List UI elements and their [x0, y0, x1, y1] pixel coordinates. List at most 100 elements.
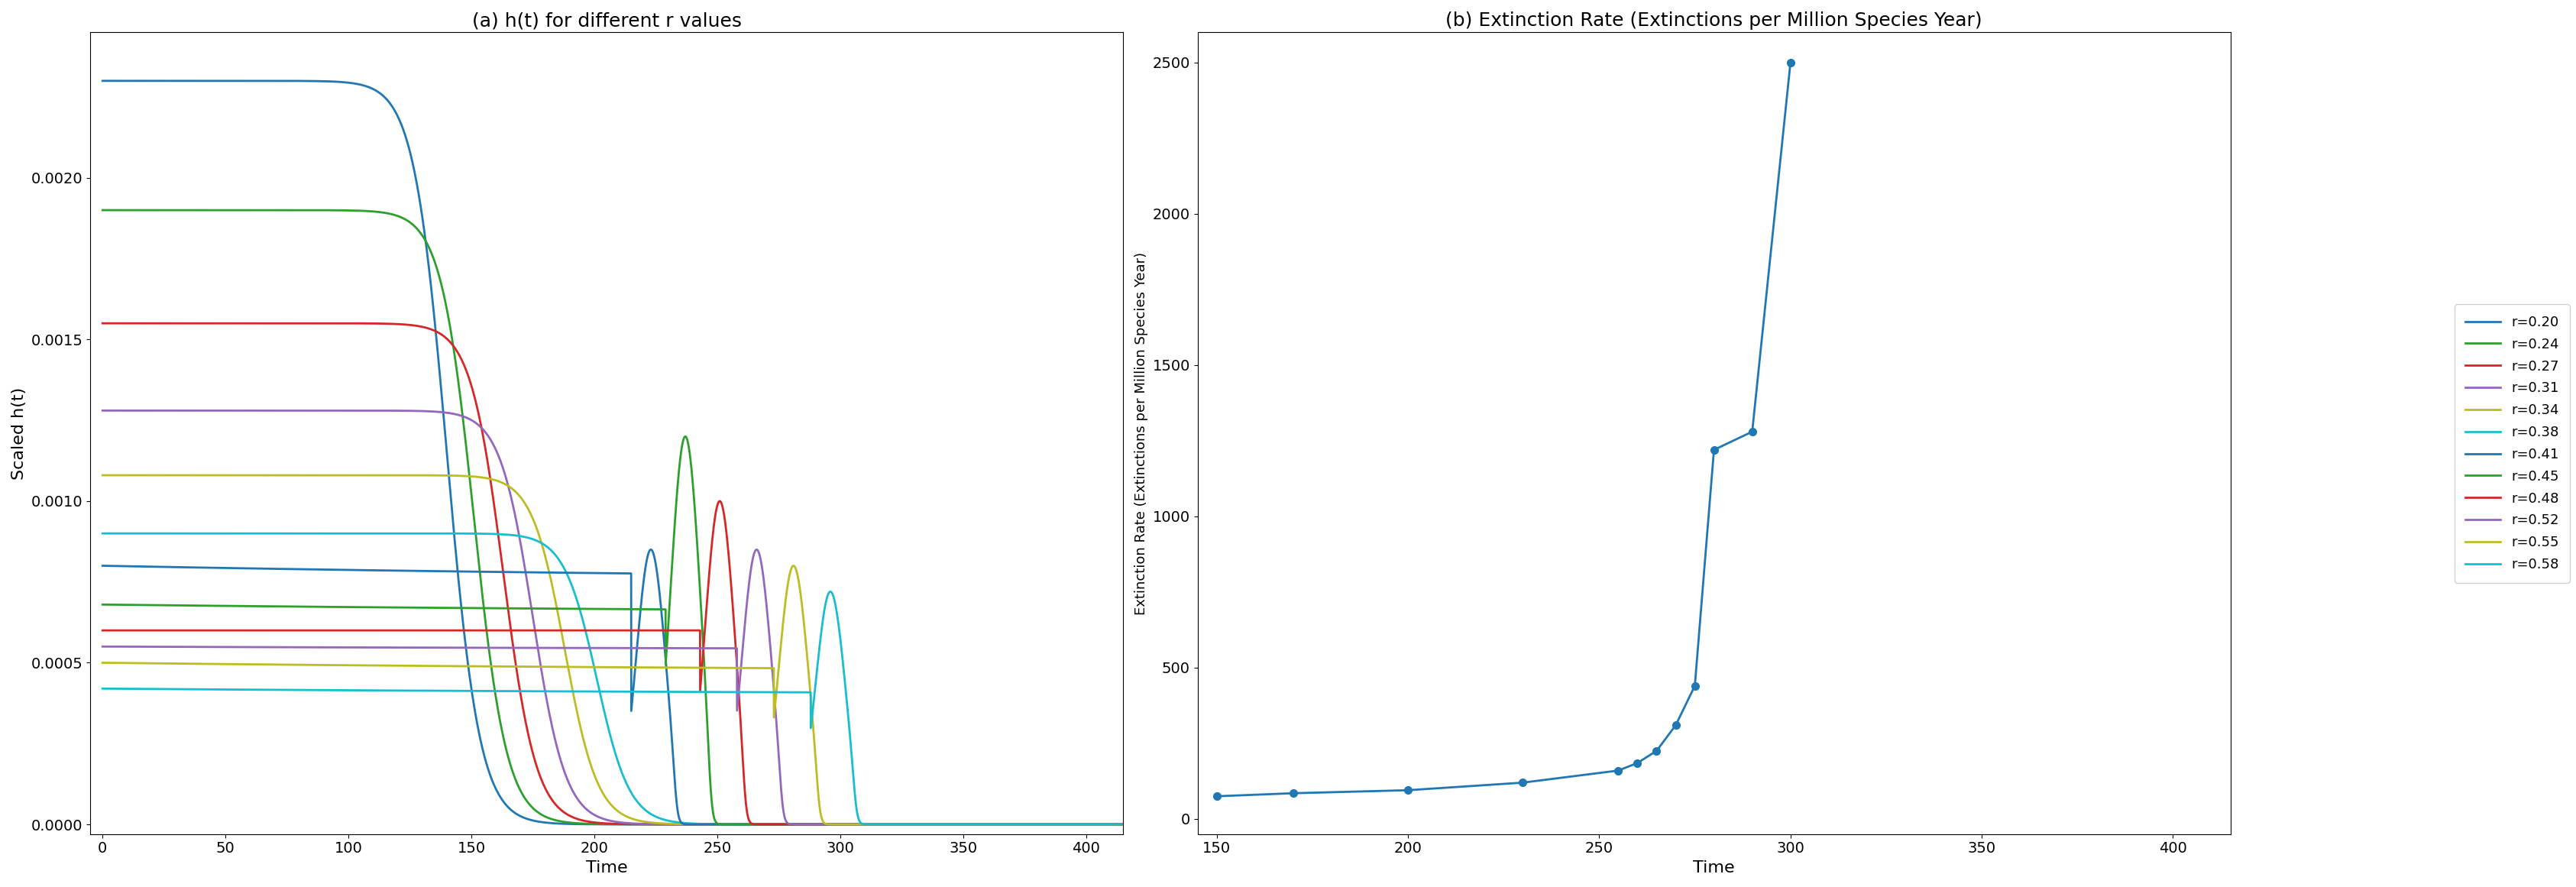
r=0.31 — [129, 405, 160, 416]
r=0.48 — [1121, 819, 1151, 829]
Y-axis label: Extinction Rate (Extinctions per Million Species Year): Extinction Rate (Extinctions per Million… — [1133, 252, 1149, 615]
Y-axis label: Scaled h(t): Scaled h(t) — [10, 387, 26, 480]
r=0.48 — [289, 625, 319, 636]
Title: (b) Extinction Rate (Extinctions per Million Species Year): (b) Extinction Rate (Extinctions per Mil… — [1445, 12, 1981, 30]
r=0.38 — [129, 528, 160, 538]
r=0.31 — [1121, 819, 1151, 829]
r=0.27 — [592, 818, 623, 828]
r=0.38 — [88, 528, 118, 538]
r=0.55 — [129, 658, 160, 669]
r=0.31 — [289, 405, 319, 416]
r=0.27 — [149, 318, 180, 328]
r=0.41 — [636, 545, 667, 555]
r=0.34 — [149, 470, 180, 481]
Line: r=0.34: r=0.34 — [103, 475, 1136, 824]
r=0.45 — [88, 600, 118, 610]
r=0.38 — [1121, 819, 1151, 829]
r=0.58 — [1121, 819, 1151, 829]
r=0.27 — [1121, 819, 1151, 829]
r=0.58 — [129, 684, 160, 695]
r=0.20 — [93, 75, 124, 86]
r=0.27 — [93, 318, 124, 328]
r=0.58 — [592, 687, 623, 697]
Line: r=0.31: r=0.31 — [103, 411, 1136, 824]
r=0.24 — [88, 205, 118, 216]
Title: (a) h(t) for different r values: (a) h(t) for different r values — [471, 12, 742, 30]
r=0.45 — [770, 819, 801, 829]
r=0.31 — [1064, 819, 1095, 829]
r=0.38 — [149, 528, 180, 538]
r=0.20 — [1064, 819, 1095, 829]
r=0.58 — [814, 586, 845, 597]
r=0.55 — [88, 657, 118, 668]
r=0.41 — [734, 819, 765, 829]
r=0.38 — [1064, 819, 1095, 829]
r=0.52 — [93, 641, 124, 652]
r=0.45 — [670, 431, 701, 442]
r=0.45 — [1064, 819, 1095, 829]
r=0.24 — [289, 205, 319, 216]
r=0.34 — [1064, 819, 1095, 829]
r=0.45 — [289, 601, 319, 612]
r=0.48 — [129, 625, 160, 636]
r=0.48 — [703, 496, 734, 506]
r=0.41 — [129, 561, 160, 572]
r=0.55 — [878, 819, 909, 829]
r=0.34 — [289, 470, 319, 481]
r=0.48 — [149, 625, 180, 636]
r=0.24 — [129, 205, 160, 216]
r=0.55 — [93, 657, 124, 668]
r=0.55 — [778, 561, 809, 571]
r=0.41 — [289, 564, 319, 575]
r=0.31 — [93, 405, 124, 416]
r=0.41 — [1121, 819, 1151, 829]
Line: r=0.52: r=0.52 — [103, 550, 1136, 824]
r=0.38 — [592, 719, 623, 730]
Line: r=0.24: r=0.24 — [103, 210, 1136, 824]
r=0.41 — [149, 561, 180, 572]
r=0.52 — [1121, 819, 1151, 829]
Line: r=0.48: r=0.48 — [103, 501, 1136, 824]
r=0.58 — [1064, 819, 1095, 829]
r=0.34 — [88, 470, 118, 481]
Line: r=0.38: r=0.38 — [103, 533, 1136, 824]
X-axis label: Time: Time — [1692, 860, 1734, 875]
r=0.52 — [88, 641, 118, 652]
r=0.38 — [289, 528, 319, 538]
r=0.48 — [804, 819, 835, 829]
r=0.20 — [1033, 819, 1064, 829]
r=0.24 — [1121, 819, 1151, 829]
r=0.20 — [129, 75, 160, 86]
r=0.24 — [1061, 819, 1092, 829]
r=0.27 — [88, 318, 118, 328]
Line: r=0.58: r=0.58 — [103, 592, 1136, 824]
r=0.34 — [1121, 819, 1151, 829]
r=0.27 — [1064, 819, 1095, 829]
r=0.52 — [840, 819, 871, 829]
r=0.55 — [1064, 819, 1095, 829]
r=0.27 — [1090, 819, 1121, 829]
r=0.58 — [88, 683, 118, 694]
r=0.52 — [149, 641, 180, 652]
r=0.55 — [1121, 819, 1151, 829]
r=0.24 — [149, 205, 180, 216]
r=0.45 — [93, 600, 124, 610]
r=0.41 — [1064, 819, 1095, 829]
r=0.58 — [149, 684, 180, 695]
r=0.24 — [592, 819, 623, 829]
Line: r=0.27: r=0.27 — [103, 323, 1136, 824]
r=0.45 — [1121, 819, 1151, 829]
r=0.52 — [129, 641, 160, 652]
r=0.34 — [592, 795, 623, 805]
r=0.24 — [93, 205, 124, 216]
Legend: r=0.20, r=0.24, r=0.27, r=0.31, r=0.34, r=0.38, r=0.41, r=0.45, r=0.48, r=0.52, : r=0.20, r=0.24, r=0.27, r=0.31, r=0.34, … — [2455, 304, 2568, 583]
r=0.52 — [289, 642, 319, 653]
r=0.58 — [93, 683, 124, 694]
r=0.55 — [592, 662, 623, 672]
r=0.31 — [1121, 819, 1151, 829]
Line: r=0.20: r=0.20 — [103, 81, 1136, 824]
r=0.31 — [88, 405, 118, 416]
r=0.34 — [129, 470, 160, 481]
r=0.41 — [93, 561, 124, 571]
r=0.27 — [129, 318, 160, 328]
